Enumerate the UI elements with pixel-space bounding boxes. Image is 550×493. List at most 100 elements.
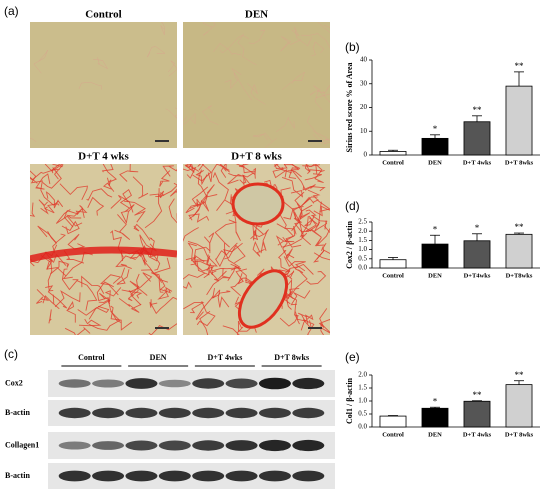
significance: ** [515, 370, 525, 380]
histology-panel: Control DEN D+T 4 wks D+T 8 wks [30, 9, 330, 335]
fiber [252, 229, 259, 241]
fiber [30, 132, 37, 143]
blot-panel: Control DEN D+T 4wks D+T 8wks Cox2 B-actin Col… [5, 353, 335, 489]
x-tick-label: D+T 8wks [505, 159, 534, 166]
fiber [210, 270, 227, 282]
fiber [304, 164, 322, 181]
fiber [315, 90, 330, 103]
y-tick-label: 1.0 [358, 397, 367, 405]
fiber [192, 164, 212, 182]
fiber [151, 272, 169, 283]
fiber [45, 191, 59, 209]
fiber [133, 223, 151, 241]
blot-band [58, 441, 91, 450]
fiber [110, 305, 133, 331]
fiber [127, 273, 140, 302]
fiber [290, 290, 311, 306]
fiber [304, 215, 319, 227]
fiber [252, 240, 265, 257]
fiber [212, 171, 229, 211]
fiber [61, 268, 79, 291]
fiber [129, 280, 148, 306]
fiber [183, 227, 199, 242]
fiber [305, 209, 328, 222]
scale-bar [308, 140, 322, 142]
bar [463, 121, 491, 156]
fiber [214, 219, 238, 248]
blot-band [225, 440, 258, 451]
fiber [227, 172, 243, 185]
fiber [318, 308, 330, 328]
fiber [38, 199, 49, 215]
fiber [168, 198, 177, 224]
fiber [47, 231, 66, 244]
fiber [313, 205, 330, 217]
blot-band [192, 407, 225, 419]
fiber [316, 249, 330, 260]
fiber [183, 166, 197, 179]
blot-band [192, 378, 225, 389]
fiber-band [30, 246, 177, 263]
fiber [78, 81, 102, 90]
fiber [265, 138, 277, 148]
vessel [231, 182, 285, 226]
panel-label: (d) [345, 199, 360, 213]
fiber [121, 272, 153, 293]
fiber [159, 288, 171, 294]
image-label: DEN [245, 9, 268, 21]
micrograph [30, 22, 177, 148]
image-label: D+T 8 wks [231, 151, 282, 163]
bar [505, 85, 533, 156]
fiber [115, 255, 136, 270]
y-tick-label: 1.0 [358, 245, 367, 253]
fiber [237, 33, 257, 65]
significance: ** [473, 390, 483, 400]
significance: ** [515, 222, 525, 232]
fiber [214, 243, 226, 268]
y-tick-label: 10 [360, 127, 368, 135]
fiber [119, 164, 139, 182]
fiber [159, 170, 171, 187]
blot-band [258, 439, 291, 452]
fiber [219, 164, 230, 178]
fiber [196, 301, 216, 327]
blot-band [58, 379, 91, 388]
fiber [88, 310, 121, 331]
blot-group-label: D+T 8wks [274, 353, 309, 362]
y-axis-label: Cox2 / β-actin [345, 221, 354, 269]
fiber [225, 210, 241, 242]
fiber [30, 202, 36, 217]
blot-band [92, 379, 125, 388]
bar [421, 243, 449, 269]
blot-band [158, 379, 191, 388]
y-tick-label: 1.5 [358, 236, 367, 244]
blot-band [192, 470, 225, 482]
fiber [233, 73, 253, 101]
y-axis-label: Col1 / β-actin [345, 377, 354, 424]
fiber [148, 323, 177, 335]
blot-band [292, 439, 325, 452]
fiber [238, 164, 256, 179]
fiber [275, 235, 303, 248]
blot-band [125, 407, 158, 419]
fiber [313, 242, 327, 263]
fiber [299, 216, 311, 246]
fiber [196, 254, 210, 276]
fiber [275, 117, 295, 133]
fiber [55, 209, 83, 227]
fiber [311, 41, 325, 57]
fiber [278, 249, 291, 272]
y-tick-label: 0.0 [358, 264, 367, 272]
blot-row-label: B-actin [5, 471, 30, 480]
fiber [118, 297, 142, 313]
blot-band [92, 407, 125, 419]
fiber [224, 244, 246, 264]
blot-group-label: D+T 4wks [207, 353, 242, 362]
fiber [35, 173, 51, 190]
x-tick-label: Control [382, 431, 404, 438]
fiber [149, 299, 158, 308]
panel-label: (c) [4, 347, 18, 361]
fiber [224, 68, 242, 90]
blot-row-label: B-actin [5, 408, 30, 417]
fiber [185, 164, 200, 173]
